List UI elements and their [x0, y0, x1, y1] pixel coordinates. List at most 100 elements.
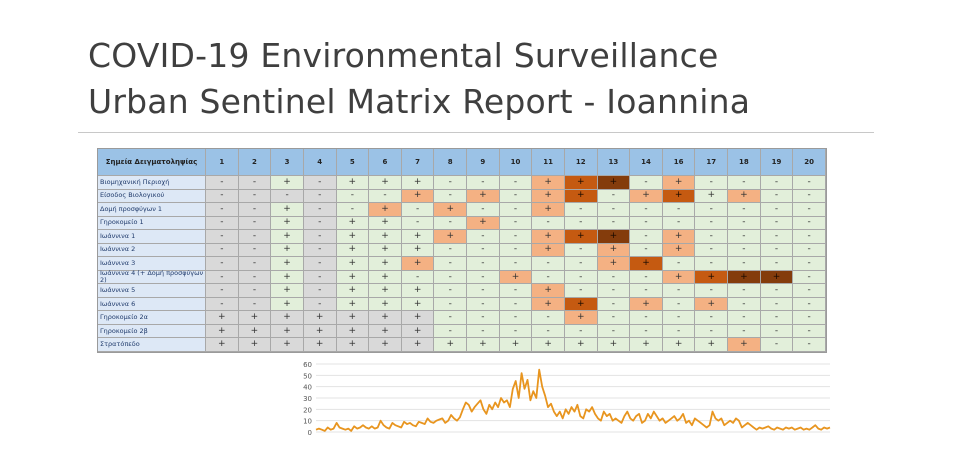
- matrix-cell: -: [238, 176, 272, 190]
- matrix-cell: +: [336, 270, 370, 285]
- matrix-column-header: 10: [499, 149, 533, 176]
- matrix-cell: +: [369, 324, 402, 339]
- matrix-cell: +: [369, 311, 402, 325]
- matrix-cell: -: [597, 203, 631, 217]
- matrix-cell: -: [597, 284, 631, 298]
- matrix-cell: -: [401, 203, 435, 217]
- matrix-cell: -: [630, 324, 663, 339]
- matrix-cell: +: [369, 338, 402, 352]
- matrix-cell: -: [630, 216, 663, 231]
- matrix-cell: -: [434, 311, 468, 325]
- matrix-column-header: 12: [564, 149, 598, 176]
- matrix-cell: +: [336, 284, 370, 298]
- matrix-cell: -: [369, 189, 402, 204]
- y-tick-label: 40: [303, 384, 312, 392]
- matrix-cell: -: [760, 243, 794, 258]
- matrix-cell: -: [303, 243, 337, 258]
- matrix-cell: -: [630, 284, 663, 298]
- matrix-row-label: Ιωάννινα 1: [98, 230, 206, 244]
- matrix-cell: +: [728, 270, 761, 285]
- matrix-column-header: 8: [434, 149, 468, 176]
- matrix-cell: -: [564, 257, 598, 271]
- matrix-cell: +: [532, 189, 565, 204]
- matrix-cell: +: [499, 270, 533, 285]
- title-divider: [78, 132, 874, 133]
- matrix-cell: -: [467, 243, 500, 258]
- matrix-cell: -: [597, 216, 631, 231]
- matrix-cell: -: [238, 257, 272, 271]
- matrix-cell: -: [532, 324, 565, 339]
- matrix-cell: -: [206, 230, 239, 244]
- matrix-cell: -: [728, 257, 761, 271]
- matrix-cell: -: [630, 311, 663, 325]
- matrix-cell: +: [662, 230, 696, 244]
- matrix-cell: -: [434, 284, 468, 298]
- matrix-cell: +: [662, 176, 696, 190]
- matrix-cell: +: [597, 243, 631, 258]
- matrix-cell: +: [369, 176, 402, 190]
- matrix-cell: +: [662, 338, 696, 352]
- matrix-cell: -: [532, 257, 565, 271]
- slide-title-line1: COVID-19 Environmental Surveillance: [88, 36, 719, 75]
- matrix-cell: +: [401, 284, 435, 298]
- matrix-column-header: 9: [467, 149, 500, 176]
- matrix-cell: -: [336, 189, 370, 204]
- matrix-cell: -: [793, 297, 826, 312]
- matrix-cell: +: [336, 311, 370, 325]
- matrix-cell: -: [499, 216, 533, 231]
- matrix-cell: -: [467, 230, 500, 244]
- matrix-cell: -: [662, 257, 696, 271]
- matrix-cell: -: [695, 176, 729, 190]
- matrix-cell: +: [564, 230, 598, 244]
- matrix-cell: +: [336, 338, 370, 352]
- matrix-cell: +: [401, 230, 435, 244]
- matrix-cell: +: [630, 257, 663, 271]
- matrix-cell: +: [728, 338, 761, 352]
- matrix-cell: -: [728, 176, 761, 190]
- matrix-cell: -: [793, 243, 826, 258]
- matrix-cell: -: [238, 284, 272, 298]
- matrix-cell: +: [369, 257, 402, 271]
- matrix-row-label: Βιομηχανική Περιοχή: [98, 176, 206, 190]
- matrix-cell: -: [271, 189, 304, 204]
- matrix-cell: -: [401, 216, 435, 231]
- matrix-cell: +: [271, 257, 304, 271]
- matrix-cell: +: [336, 297, 370, 312]
- matrix-cell: -: [434, 176, 468, 190]
- matrix-cell: -: [206, 216, 239, 231]
- matrix-row-label: Γηροκομείο 2β: [98, 324, 206, 339]
- matrix-cell: -: [793, 311, 826, 325]
- matrix-cell: -: [793, 230, 826, 244]
- matrix-cell: +: [303, 324, 337, 339]
- matrix-cell: -: [238, 270, 272, 285]
- matrix-cell: -: [630, 230, 663, 244]
- matrix-cell: +: [271, 176, 304, 190]
- matrix-cell: +: [401, 311, 435, 325]
- matrix-cell: +: [597, 230, 631, 244]
- matrix-column-header: 17: [695, 149, 729, 176]
- matrix-cell: -: [728, 230, 761, 244]
- matrix-cell: -: [206, 257, 239, 271]
- matrix-cell: -: [499, 311, 533, 325]
- matrix-cell: -: [760, 176, 794, 190]
- matrix-cell: +: [564, 311, 598, 325]
- matrix-cell: -: [728, 324, 761, 339]
- matrix-cell: +: [434, 203, 468, 217]
- matrix-cell: -: [760, 216, 794, 231]
- matrix-cell: +: [564, 176, 598, 190]
- matrix-cell: +: [695, 338, 729, 352]
- matrix-cell: -: [401, 270, 435, 285]
- matrix-header-label: Σημεία Δειγματοληψίας: [98, 149, 206, 176]
- matrix-cell: -: [728, 203, 761, 217]
- matrix-cell: +: [271, 324, 304, 339]
- matrix-cell: +: [532, 243, 565, 258]
- matrix-cell: +: [532, 338, 565, 352]
- matrix-column-header: 5: [336, 149, 370, 176]
- matrix-column-header: 1: [206, 149, 239, 176]
- matrix-cell: +: [630, 297, 663, 312]
- viral-load-line-chart: 0 10 20 30 40 50 60: [303, 361, 831, 437]
- matrix-cell: -: [564, 216, 598, 231]
- matrix-cell: -: [728, 284, 761, 298]
- matrix-row-label: Ιωάννινα 3: [98, 257, 206, 271]
- matrix-cell: -: [564, 284, 598, 298]
